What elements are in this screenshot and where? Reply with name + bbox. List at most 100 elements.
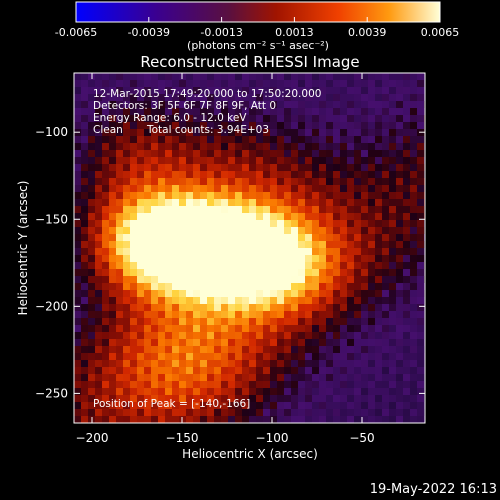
heatmap-cell <box>116 129 124 137</box>
heatmap-cell <box>130 388 138 396</box>
heatmap-cell <box>186 178 194 186</box>
heatmap-cell <box>249 171 257 179</box>
heatmap-cell <box>123 262 131 270</box>
heatmap-cell <box>417 325 425 333</box>
heatmap-cell <box>116 416 124 423</box>
heatmap-cell <box>375 220 383 228</box>
heatmap-cell <box>333 360 341 368</box>
heatmap-cell <box>214 150 222 158</box>
heatmap-cell <box>116 304 124 312</box>
heatmap-cell <box>389 80 397 88</box>
heatmap-cell <box>326 115 334 123</box>
heatmap-cell <box>186 122 194 130</box>
heatmap-cell <box>242 241 250 249</box>
heatmap-cell <box>137 339 145 347</box>
heatmap-cell <box>298 325 306 333</box>
heatmap-cell <box>347 276 355 284</box>
heatmap-cell <box>228 94 236 102</box>
heatmap-cell <box>151 360 159 368</box>
heatmap-cell <box>123 409 131 417</box>
heatmap-cell <box>382 248 390 256</box>
heatmap-cell <box>116 220 124 228</box>
heatmap-cell <box>151 213 159 221</box>
heatmap-cell <box>165 388 173 396</box>
heatmap-cell <box>333 374 341 382</box>
heatmap-cell <box>95 374 103 382</box>
heatmap-cell <box>158 353 166 361</box>
heatmap-cell <box>151 255 159 263</box>
heatmap-cell <box>333 185 341 193</box>
heatmap-cell <box>109 241 117 249</box>
heatmap-cell <box>298 108 306 116</box>
heatmap-cell <box>368 388 376 396</box>
heatmap-cell <box>123 290 131 298</box>
heatmap-cell <box>144 367 152 375</box>
heatmap-cell <box>165 248 173 256</box>
heatmap-cell <box>102 388 110 396</box>
heatmap-cell <box>361 374 369 382</box>
heatmap-cell <box>95 388 103 396</box>
heatmap-cell <box>333 395 341 403</box>
heatmap-cell <box>305 276 313 284</box>
heatmap-cell <box>333 346 341 354</box>
heatmap-cell <box>123 227 131 235</box>
heatmap-cell <box>109 143 117 151</box>
heatmap-cell <box>382 255 390 263</box>
heatmap-cell <box>284 381 292 389</box>
heatmap-cell <box>228 388 236 396</box>
heatmap-cell <box>319 122 327 130</box>
heatmap-cell <box>256 248 264 256</box>
heatmap-cell <box>333 332 341 340</box>
heatmap-cell <box>403 290 411 298</box>
heatmap-cell <box>298 220 306 228</box>
heatmap-cell <box>102 234 110 242</box>
heatmap-cell <box>151 290 159 298</box>
heatmap-cell <box>116 409 124 417</box>
heatmap-cell <box>193 157 201 165</box>
heatmap-cell <box>228 290 236 298</box>
heatmap-cell <box>284 220 292 228</box>
heatmap-cell <box>305 409 313 417</box>
heatmap-cell <box>326 276 334 284</box>
heatmap-cell <box>368 94 376 102</box>
heatmap-cell <box>179 255 187 263</box>
heatmap-cell <box>130 248 138 256</box>
heatmap-cell <box>242 304 250 312</box>
heatmap-cell <box>123 171 131 179</box>
heatmap-cell <box>263 185 271 193</box>
heatmap-cell <box>410 248 418 256</box>
heatmap-cell <box>403 129 411 137</box>
heatmap-cell <box>389 101 397 109</box>
heatmap-cell <box>256 234 264 242</box>
heatmap-cell <box>368 192 376 200</box>
heatmap-cell <box>382 353 390 361</box>
heatmap-cell <box>277 360 285 368</box>
heatmap-cell <box>116 360 124 368</box>
heatmap-cell <box>165 325 173 333</box>
heatmap-cell <box>263 311 271 319</box>
heatmap-cell <box>123 332 131 340</box>
heatmap-cell <box>403 115 411 123</box>
heatmap-cell <box>242 73 250 81</box>
heatmap-cell <box>137 227 145 235</box>
heatmap-cell <box>116 255 124 263</box>
heatmap-cell <box>382 339 390 347</box>
heatmap-cell <box>81 374 89 382</box>
heatmap-cell <box>102 192 110 200</box>
heatmap-cell <box>235 157 243 165</box>
heatmap-cell <box>396 381 404 389</box>
heatmap-cell <box>123 269 131 277</box>
heatmap-cell <box>116 241 124 249</box>
heatmap-cell <box>193 248 201 256</box>
heatmap-cell <box>144 416 152 423</box>
heatmap-cell <box>165 297 173 305</box>
heatmap-cell <box>193 192 201 200</box>
heatmap-cell <box>263 367 271 375</box>
heatmap-cell <box>137 115 145 123</box>
heatmap-cell <box>333 276 341 284</box>
heatmap-cell <box>221 192 229 200</box>
heatmap-cell <box>417 381 425 389</box>
heatmap-cell <box>74 381 82 389</box>
heatmap-cell <box>403 304 411 312</box>
